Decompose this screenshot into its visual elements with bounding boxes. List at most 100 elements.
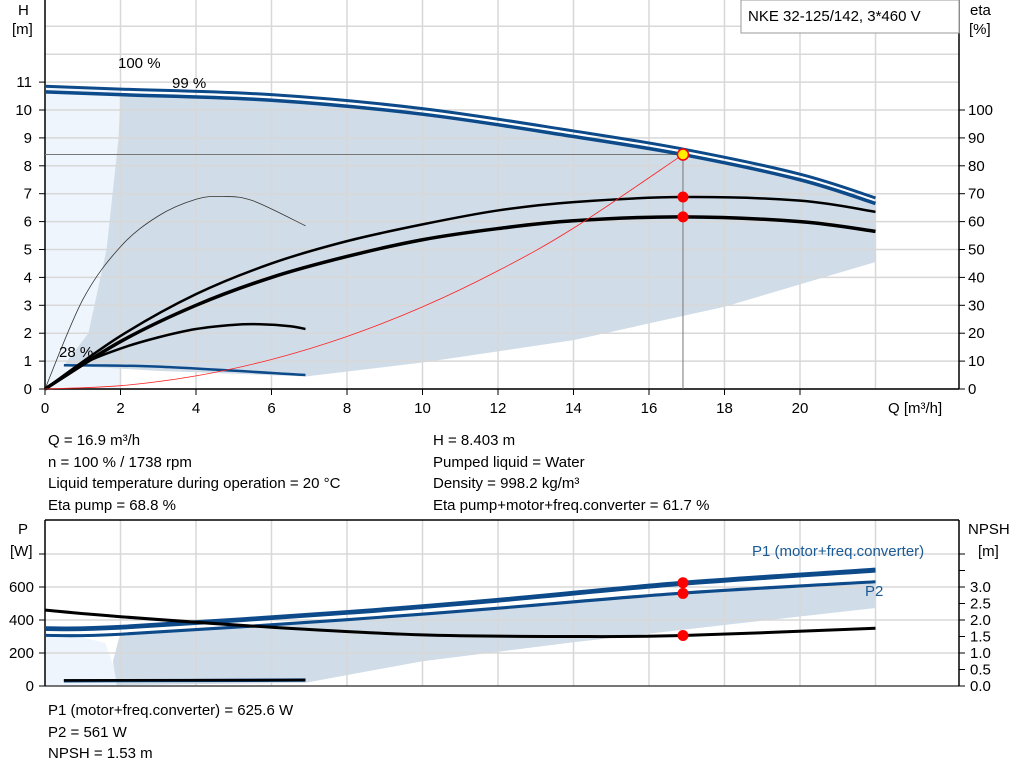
curve-p2_100 bbox=[44, 580, 876, 636]
power-range-area bbox=[112, 582, 876, 686]
duty-point-head bbox=[676, 148, 690, 161]
curve-qh28 bbox=[63, 364, 306, 377]
p-axis-label: P bbox=[18, 521, 28, 538]
p2-series-label: P2 bbox=[865, 583, 883, 600]
info-flow: Q = 16.9 m³/h bbox=[48, 432, 141, 449]
q-tick-label: 4 bbox=[192, 400, 200, 417]
p-tick-label: 200 bbox=[9, 645, 34, 662]
info-right: H = 8.403 m Pumped liquid = Water Densit… bbox=[433, 430, 709, 516]
q-axis-label: Q [m³/h] bbox=[888, 400, 942, 417]
eta-tick-label: 60 bbox=[968, 214, 985, 231]
npsh-tick-label: 3.0 bbox=[970, 579, 991, 596]
q-tick-label: 20 bbox=[792, 400, 809, 417]
npsh-tick-label: 0.0 bbox=[970, 678, 991, 695]
npsh-axis-unit: [m] bbox=[978, 543, 999, 560]
eta-tick-label: 70 bbox=[968, 186, 985, 203]
eta-tick-label: 0 bbox=[968, 381, 976, 398]
duty-point-npsh bbox=[677, 630, 689, 642]
duty-point-eta-total bbox=[677, 211, 689, 223]
info-density: Density = 998.2 kg/m³ bbox=[433, 475, 580, 492]
info-speed: n = 100 % / 1738 rpm bbox=[48, 453, 192, 471]
label-100pct: 100 % bbox=[118, 55, 161, 72]
curve-p1_99 bbox=[44, 571, 876, 632]
q-tick-label: 14 bbox=[565, 400, 582, 417]
eta-tick-label: 20 bbox=[968, 325, 985, 342]
q-tick-label: 2 bbox=[116, 400, 124, 417]
curve-system_curve bbox=[44, 154, 684, 390]
info-eta-total: Eta pump+motor+freq.converter = 61.7 % bbox=[433, 496, 710, 514]
info-head: H = 8.403 m bbox=[433, 432, 516, 449]
info-temperature: Liquid temperature during operation = 20… bbox=[48, 475, 341, 492]
p-tick-label: 400 bbox=[9, 612, 34, 629]
h-tick-label: 0 bbox=[24, 381, 32, 398]
label-99pct: 99 % bbox=[172, 75, 206, 92]
h-tick-label: 9 bbox=[24, 130, 32, 147]
curve-p1 bbox=[44, 567, 876, 631]
q-tick-label: 8 bbox=[343, 400, 351, 417]
eta-tick-label: 100 bbox=[968, 102, 993, 119]
p1-series-label: P1 (motor+freq.converter) bbox=[752, 543, 924, 560]
h-axis-unit: [m] bbox=[12, 21, 33, 38]
npsh-tick-label: 2.0 bbox=[970, 612, 991, 629]
q-tick-label: 12 bbox=[490, 400, 507, 417]
h-tick-label: 2 bbox=[24, 325, 32, 342]
eta-tick-label: 30 bbox=[968, 297, 985, 314]
curve-eta_pump_28 bbox=[44, 195, 306, 390]
info-p2: P2 = 561 W bbox=[48, 723, 127, 741]
eta-tick-label: 80 bbox=[968, 158, 985, 175]
q-tick-label: 16 bbox=[641, 400, 658, 417]
info-liquid: Pumped liquid = Water bbox=[433, 453, 585, 471]
power-range-light-area bbox=[45, 636, 121, 686]
npsh-tick-label: 1.5 bbox=[970, 629, 991, 646]
info-npsh: NPSH = 1.53 m bbox=[48, 745, 153, 762]
info-eta-pump: Eta pump = 68.8 % bbox=[48, 496, 176, 514]
h-tick-label: 4 bbox=[24, 269, 32, 286]
q-tick-label: 6 bbox=[267, 400, 275, 417]
curve-qh100 bbox=[44, 84, 876, 200]
eta-axis-label: eta bbox=[970, 2, 992, 19]
curve-eta_total bbox=[44, 215, 876, 391]
h-tick-label: 11 bbox=[16, 74, 32, 91]
operating-range-area bbox=[63, 94, 876, 377]
q-tick-label: 18 bbox=[716, 400, 733, 417]
info-left: Q = 16.9 m³/h n = 100 % / 1738 rpm Liqui… bbox=[48, 430, 340, 516]
h-tick-label: 6 bbox=[24, 214, 32, 231]
npsh-axis-label: NPSH bbox=[968, 521, 1010, 538]
info-p1: P1 (motor+freq.converter) = 625.6 W bbox=[48, 702, 294, 719]
power-npsh-chart: 0 200 400 600 0.00.51.01.52.02.53.0 bbox=[9, 519, 991, 695]
eta-axis-unit: [%] bbox=[969, 21, 991, 38]
q-tick-label: 0 bbox=[41, 400, 49, 417]
h-tick-label: 7 bbox=[24, 186, 32, 203]
curve-npsh bbox=[44, 608, 876, 639]
h-tick-label: 3 bbox=[24, 297, 32, 314]
eta-tick-label: 50 bbox=[968, 242, 985, 259]
curve-eta_total_28 bbox=[44, 322, 306, 391]
info-bottom: P1 (motor+freq.converter) = 625.6 W P2 =… bbox=[48, 700, 293, 765]
curve-qh99 bbox=[44, 90, 877, 206]
curve-p2 bbox=[44, 580, 876, 638]
npsh-tick-label: 1.0 bbox=[970, 645, 991, 662]
h-tick-label: 8 bbox=[24, 158, 32, 175]
duty-point-eta-pump bbox=[677, 191, 689, 203]
label-28pct: 28 % bbox=[59, 344, 93, 361]
q-tick-label: 10 bbox=[414, 400, 431, 417]
eta-tick-label: 10 bbox=[968, 353, 985, 370]
eta-tick-label: 40 bbox=[968, 269, 985, 286]
duty-point-p1 bbox=[677, 577, 689, 589]
curve-eta_pump bbox=[44, 195, 876, 391]
h-tick-label: 5 bbox=[24, 242, 32, 259]
npsh-tick-label: 2.5 bbox=[970, 596, 991, 613]
p-tick-label: 600 bbox=[9, 579, 34, 596]
h-axis-label: H bbox=[18, 2, 29, 19]
duty-point-p2 bbox=[677, 587, 689, 599]
npsh-tick-label: 0.5 bbox=[970, 662, 991, 679]
p-tick-label: 0 bbox=[26, 678, 34, 695]
h-tick-label: 1 bbox=[24, 353, 32, 370]
p-axis-unit: [W] bbox=[10, 543, 33, 560]
title-box: NKE 32-125/142, 3*460 V bbox=[740, 0, 960, 34]
h-tick-label: 10 bbox=[15, 102, 32, 119]
eta-tick-label: 90 bbox=[968, 130, 985, 147]
chart-title: NKE 32-125/142, 3*460 V bbox=[748, 8, 921, 25]
